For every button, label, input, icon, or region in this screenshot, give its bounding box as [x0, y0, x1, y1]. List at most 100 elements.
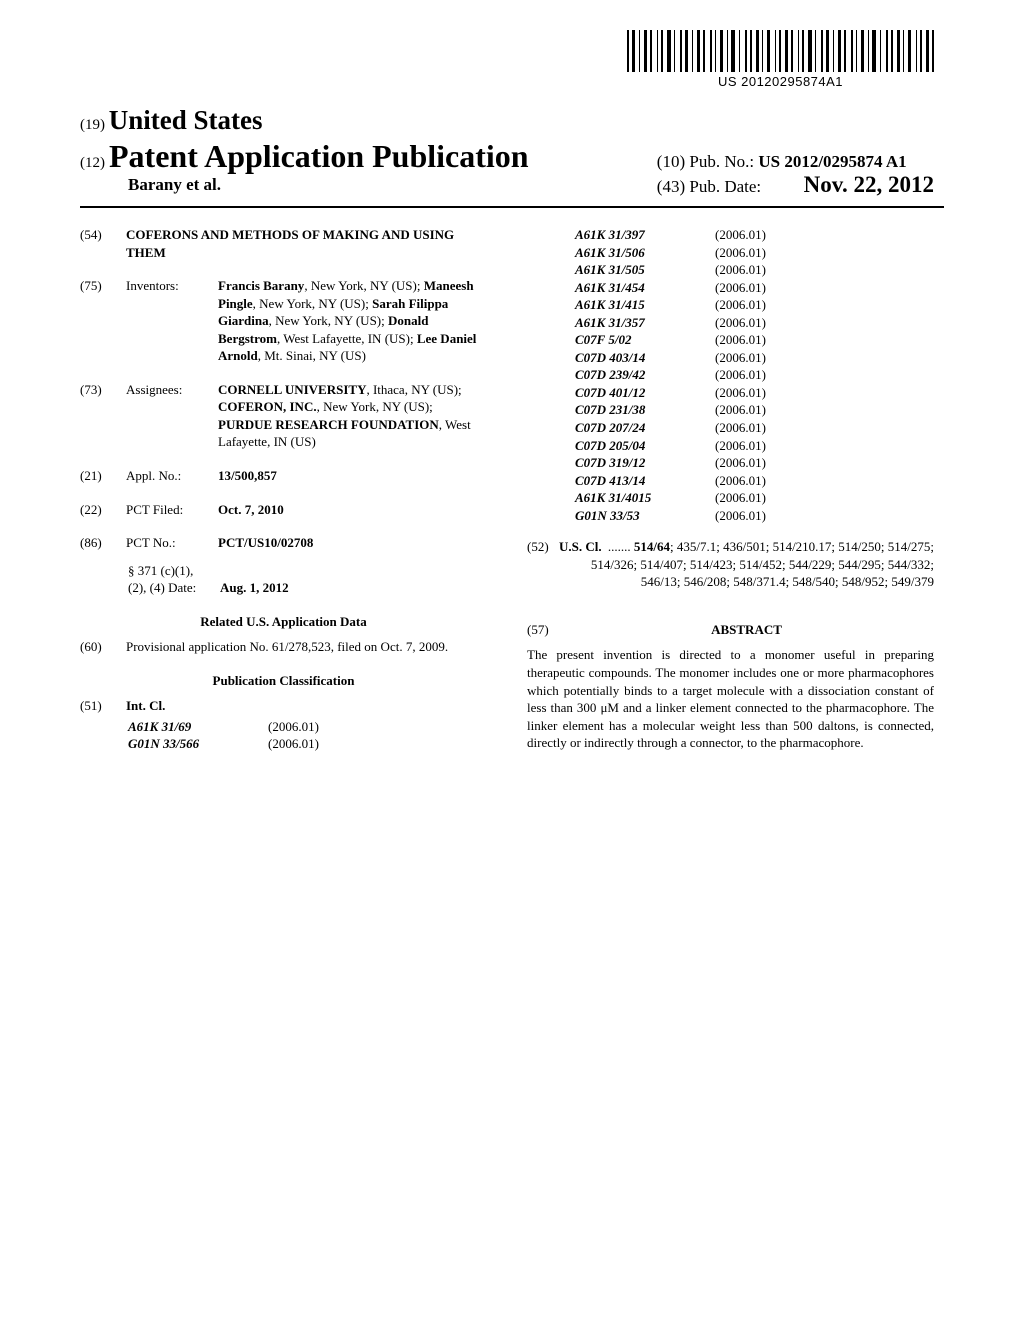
ipc-row: G01N 33/566 (2006.01)	[128, 735, 487, 753]
field-52: (52) U.S. Cl. ....... 514/64; 435/7.1; 4…	[527, 538, 934, 591]
prefix-19: (19)	[80, 117, 105, 133]
ipc-code: C07D 319/12	[575, 454, 715, 472]
field-21-num: (21)	[80, 467, 112, 485]
assignee-loc: , New York, NY (US);	[317, 399, 433, 414]
pub-no-label: Pub. No.:	[689, 152, 754, 171]
field-54: (54) COFERONS AND METHODS OF MAKING AND …	[80, 226, 487, 261]
header-country-line: (19) United States	[80, 105, 934, 136]
pub-date-line: (43) Pub. Date: Nov. 22, 2012	[657, 172, 934, 198]
ipc-year: (2006.01)	[268, 718, 348, 736]
field-73-value: CORNELL UNIVERSITY, Ithaca, NY (US); COF…	[218, 381, 487, 451]
ipc-row: A61K 31/506(2006.01)	[575, 244, 934, 262]
inventor-loc: , West Lafayette, IN (US);	[277, 331, 417, 346]
field-73: (73) Assignees: CORNELL UNIVERSITY, Itha…	[80, 381, 487, 451]
barcode-text: US 20120295874A1	[627, 74, 934, 89]
related-data-heading: Related U.S. Application Data	[80, 613, 487, 631]
pub-date-label: Pub. Date:	[689, 177, 761, 196]
header-authors: Barany et al.	[80, 175, 529, 195]
inventor-loc: , New York, NY (US);	[269, 313, 388, 328]
right-column: A61K 31/397(2006.01) A61K 31/506(2006.01…	[527, 226, 934, 769]
ipc-code: G01N 33/53	[575, 507, 715, 525]
ipc-code: A61K 31/505	[575, 261, 715, 279]
pub-no-line: (10) Pub. No.: US 2012/0295874 A1	[657, 152, 934, 172]
ipc-year: (2006.01)	[715, 244, 795, 262]
field-22-num: (22)	[80, 501, 112, 519]
ipc-year: (2006.01)	[715, 401, 795, 419]
inventor-name: Francis Barany	[218, 278, 304, 293]
ipc-code: C07D 413/14	[575, 472, 715, 490]
pub-class-heading: Publication Classification	[80, 672, 487, 690]
ipc-row: A61K 31/415(2006.01)	[575, 296, 934, 314]
prefix-43: (43)	[657, 177, 685, 196]
left-column: (54) COFERONS AND METHODS OF MAKING AND …	[80, 226, 487, 769]
barcode-graphic	[627, 30, 934, 72]
ipc-year: (2006.01)	[715, 279, 795, 297]
ipc-row: C07D 239/42(2006.01)	[575, 366, 934, 384]
ipc-row: C07D 403/14(2006.01)	[575, 349, 934, 367]
field-51-label: Int. Cl.	[126, 697, 165, 715]
field-60-num: (60)	[80, 638, 112, 656]
field-75-label: Inventors:	[126, 277, 204, 365]
ipc-row: G01N 33/53(2006.01)	[575, 507, 934, 525]
assignee-name: CORNELL UNIVERSITY	[218, 382, 366, 397]
field-52-label: U.S. Cl.	[559, 538, 602, 556]
field-52-num: (52)	[527, 538, 559, 591]
field-57-num: (57)	[527, 621, 559, 639]
ipc-code: C07D 403/14	[575, 349, 715, 367]
field-60-value: Provisional application No. 61/278,523, …	[126, 638, 487, 656]
field-21-label: Appl. No.:	[126, 467, 204, 485]
field-75: (75) Inventors: Francis Barany , New York…	[80, 277, 487, 365]
ipc-row: C07D 401/12(2006.01)	[575, 384, 934, 402]
prefix-10: (10)	[657, 152, 685, 171]
field-86: (86) PCT No.: PCT/US10/02708 § 371 (c)(1…	[80, 534, 487, 597]
ipc-row: A61K 31/357(2006.01)	[575, 314, 934, 332]
ipc-year: (2006.01)	[715, 226, 795, 244]
ipc-row: C07D 207/24(2006.01)	[575, 419, 934, 437]
ipc-code: A61K 31/397	[575, 226, 715, 244]
ipc-code: A61K 31/4015	[575, 489, 715, 507]
ipc-code: A61K 31/454	[575, 279, 715, 297]
field-51-left: (51) Int. Cl. A61K 31/69 (2006.01) G01N …	[80, 697, 487, 753]
ipc-row: C07D 319/12(2006.01)	[575, 454, 934, 472]
ipc-code: A61K 31/506	[575, 244, 715, 262]
field-21: (21) Appl. No.: 13/500,857	[80, 467, 487, 485]
ipc-year: (2006.01)	[715, 261, 795, 279]
pub-type: Patent Application Publication	[109, 138, 529, 174]
field-371: § 371 (c)(1), (2), (4) Date: Aug. 1, 201…	[80, 562, 487, 597]
field-75-value: Francis Barany, New York, NY (US); Manee…	[218, 277, 487, 365]
ipc-year: (2006.01)	[715, 437, 795, 455]
assignee-name: COFERON, INC.	[218, 399, 317, 414]
ipc-year: (2006.01)	[715, 366, 795, 384]
field-86-label: PCT No.:	[126, 534, 204, 552]
ipc-code: C07D 205/04	[575, 437, 715, 455]
pub-no-value: US 2012/0295874 A1	[758, 152, 906, 171]
ipc-row: A61K 31/4015(2006.01)	[575, 489, 934, 507]
ipc-year: (2006.01)	[715, 331, 795, 349]
assignee-name: PURDUE RESEARCH FOUNDATION	[218, 417, 439, 432]
field-60: (60) Provisional application No. 61/278,…	[80, 638, 487, 656]
field-86-value: PCT/US10/02708	[218, 534, 487, 552]
prefix-12: (12)	[80, 155, 105, 171]
field-86-num: (86)	[80, 534, 112, 552]
field-75-num: (75)	[80, 277, 112, 365]
ipc-code: C07D 239/42	[575, 366, 715, 384]
inventor-loc: , Mt. Sinai, NY (US)	[258, 348, 366, 363]
field-52-line: U.S. Cl. ....... 514/64; 435/7.1; 436/50…	[559, 538, 934, 591]
content: (54) COFERONS AND METHODS OF MAKING AND …	[0, 208, 1024, 769]
header-pub-type-line: (12) Patent Application Publication	[80, 138, 529, 175]
ipc-table-right: A61K 31/397(2006.01) A61K 31/506(2006.01…	[527, 226, 934, 524]
abstract-heading: ABSTRACT	[559, 621, 934, 639]
field-73-num: (73)	[80, 381, 112, 451]
field-22-label: PCT Filed:	[126, 501, 204, 519]
ipc-year: (2006.01)	[715, 507, 795, 525]
ipc-year: (2006.01)	[715, 489, 795, 507]
pub-date-value: Nov. 22, 2012	[804, 172, 934, 197]
ipc-code: A61K 31/69	[128, 718, 268, 736]
inventor-loc: , New York, NY (US);	[253, 296, 372, 311]
ipc-code: C07F 5/02	[575, 331, 715, 349]
field-54-num: (54)	[80, 226, 112, 261]
ipc-row: C07D 205/04(2006.01)	[575, 437, 934, 455]
country-name: United States	[109, 105, 263, 135]
ipc-row: A61K 31/397(2006.01)	[575, 226, 934, 244]
ipc-year: (2006.01)	[268, 735, 348, 753]
